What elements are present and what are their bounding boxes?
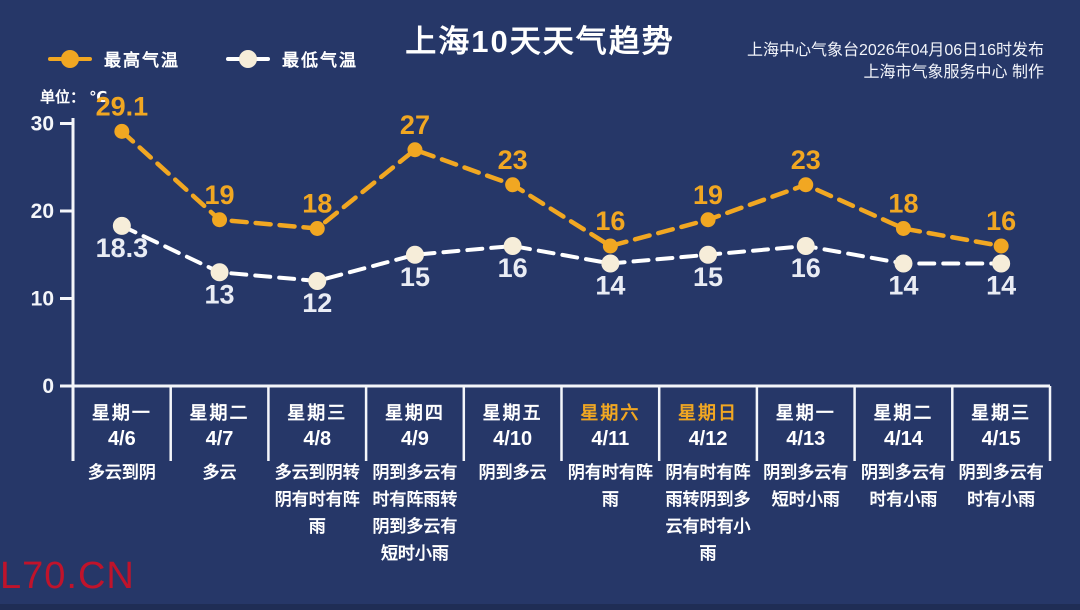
legend-label-low: 最低气温: [282, 51, 358, 70]
high-temp-point: [505, 177, 521, 193]
high-temp-value: 16: [986, 206, 1016, 236]
publisher-info: 上海中心气象台2026年04月06日16时发布 上海市气象服务中心 制作: [747, 40, 1044, 84]
high-legend-dot: [61, 49, 79, 68]
unit-label: 单位： ℃: [40, 89, 108, 106]
high-temp-point: [700, 212, 716, 228]
low-temp-point: [894, 254, 913, 273]
low-temp-point: [796, 237, 815, 255]
low-temp-value: 12: [302, 288, 332, 318]
high-temp-value: 18: [302, 189, 332, 219]
low-temp-point: [210, 263, 229, 282]
legend-item-low: 最低气温: [226, 46, 358, 71]
low-temp-point: [308, 272, 327, 290]
low-temp-line: [119, 223, 1004, 284]
low-temp-point: [699, 245, 718, 264]
low-temp-value: 16: [498, 253, 528, 283]
low-temp-legend-marker-icon: [226, 49, 270, 69]
low-temp-point: [992, 254, 1011, 273]
publisher-line1: 上海中心气象台2026年04月06日16时发布: [747, 42, 1044, 59]
high-temp-legend-marker-icon: [48, 49, 92, 69]
low-temp-value: 14: [595, 271, 625, 301]
watermark: L70.CN: [0, 555, 135, 597]
chart-title: 上海10天天气趋势: [405, 24, 675, 59]
high-temp-value: 23: [498, 145, 528, 175]
legend: 最高气温 最低气温: [48, 46, 358, 71]
low-legend-dot: [239, 49, 257, 68]
high-temp-point: [212, 212, 228, 228]
low-temp-value: 15: [693, 262, 723, 292]
high-temp-value: 29.1: [96, 91, 149, 121]
low-temp-value: 16: [791, 253, 821, 283]
high-temp-value: 23: [791, 145, 821, 175]
low-temp-value: 14: [986, 271, 1016, 301]
publisher-line2: 上海市气象服务中心 制作: [863, 64, 1044, 81]
low-temp-value: 18.3: [96, 233, 149, 263]
high-temp-value: 19: [693, 180, 723, 210]
low-temp-point: [601, 254, 620, 273]
y-tick-label: 10: [31, 288, 54, 311]
high-temp-value: 27: [400, 110, 430, 140]
high-temp-point: [407, 142, 423, 158]
low-temp-value: 14: [888, 271, 918, 301]
bottom-strip: [0, 604, 1080, 610]
legend-item-high: 最高气温: [48, 46, 180, 71]
legend-label-high: 最高气温: [104, 51, 180, 70]
low-temp-point: [112, 216, 131, 235]
low-temp-point: [405, 245, 424, 264]
y-tick-label: 0: [42, 375, 54, 398]
low-temp-value: 13: [205, 279, 235, 309]
y-tick-label: 20: [31, 200, 54, 223]
high-temp-value: 19: [205, 180, 235, 210]
low-temp-value: 15: [400, 262, 430, 292]
high-temp-point: [309, 221, 325, 236]
high-temp-point: [602, 238, 618, 254]
high-temp-point: [798, 177, 814, 193]
low-temp-point: [503, 237, 522, 255]
high-temp-value: 16: [595, 206, 625, 236]
high-temp-line: [119, 129, 1004, 249]
high-temp-point: [895, 221, 911, 236]
high-temp-point: [114, 123, 130, 139]
y-tick-label: 30: [31, 113, 54, 136]
high-temp-value: 18: [888, 189, 918, 219]
high-temp-point: [993, 238, 1009, 254]
